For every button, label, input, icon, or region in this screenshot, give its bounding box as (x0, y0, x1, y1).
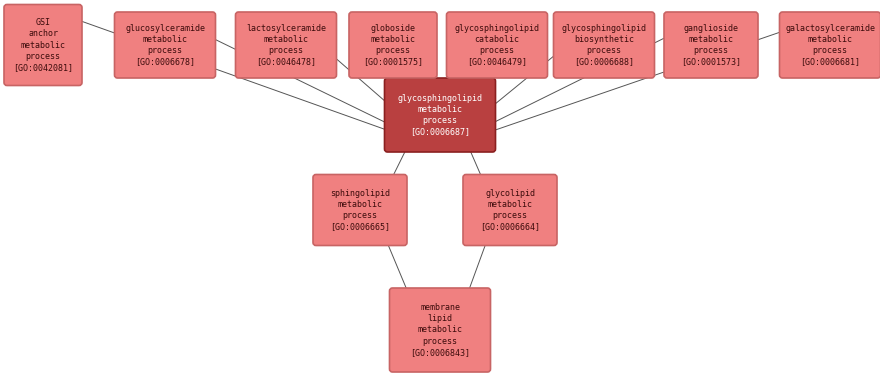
FancyBboxPatch shape (780, 12, 880, 78)
FancyBboxPatch shape (385, 78, 495, 152)
FancyBboxPatch shape (664, 12, 758, 78)
Text: sphingolipid
metabolic
process
[GO:0006665]: sphingolipid metabolic process [GO:00066… (330, 189, 390, 231)
Text: glucosylceramide
metabolic
process
[GO:0006678]: glucosylceramide metabolic process [GO:0… (125, 24, 205, 66)
Text: glycosphingolipid
catabolic
process
[GO:0046479]: glycosphingolipid catabolic process [GO:… (454, 24, 539, 66)
FancyBboxPatch shape (313, 175, 407, 245)
FancyBboxPatch shape (554, 12, 655, 78)
FancyBboxPatch shape (4, 5, 82, 86)
Text: membrane
lipid
metabolic
process
[GO:0006843]: membrane lipid metabolic process [GO:000… (410, 303, 470, 357)
Text: lactosylceramide
metabolic
process
[GO:0046478]: lactosylceramide metabolic process [GO:0… (246, 24, 326, 66)
FancyBboxPatch shape (114, 12, 216, 78)
FancyBboxPatch shape (349, 12, 437, 78)
Text: galactosylceramide
metabolic
process
[GO:0006681]: galactosylceramide metabolic process [GO… (785, 24, 875, 66)
FancyBboxPatch shape (236, 12, 336, 78)
Text: glycolipid
metabolic
process
[GO:0006664]: glycolipid metabolic process [GO:0006664… (480, 189, 540, 231)
Text: glycosphingolipid
metabolic
process
[GO:0006687]: glycosphingolipid metabolic process [GO:… (398, 94, 482, 136)
FancyBboxPatch shape (390, 288, 490, 372)
FancyBboxPatch shape (446, 12, 547, 78)
Text: ganglioside
metabolic
process
[GO:0001573]: ganglioside metabolic process [GO:000157… (681, 24, 741, 66)
Text: globoside
metabolic
process
[GO:0001575]: globoside metabolic process [GO:0001575] (363, 24, 423, 66)
FancyBboxPatch shape (463, 175, 557, 245)
Text: glycosphingolipid
biosynthetic
process
[GO:0006688]: glycosphingolipid biosynthetic process [… (561, 24, 647, 66)
Text: GSI
anchor
metabolic
process
[GO:0042081]: GSI anchor metabolic process [GO:0042081… (13, 18, 73, 72)
